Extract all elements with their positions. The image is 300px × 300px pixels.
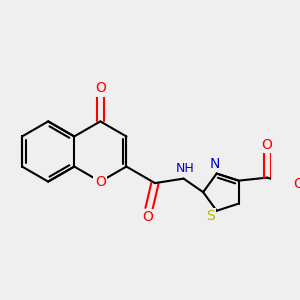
Text: NH: NH: [176, 163, 194, 176]
Text: O: O: [262, 137, 273, 152]
Text: S: S: [206, 209, 215, 223]
Text: O: O: [142, 210, 153, 224]
Text: N: N: [210, 157, 220, 171]
Text: O: O: [95, 81, 106, 95]
Text: O: O: [293, 177, 300, 191]
Text: O: O: [95, 175, 106, 189]
